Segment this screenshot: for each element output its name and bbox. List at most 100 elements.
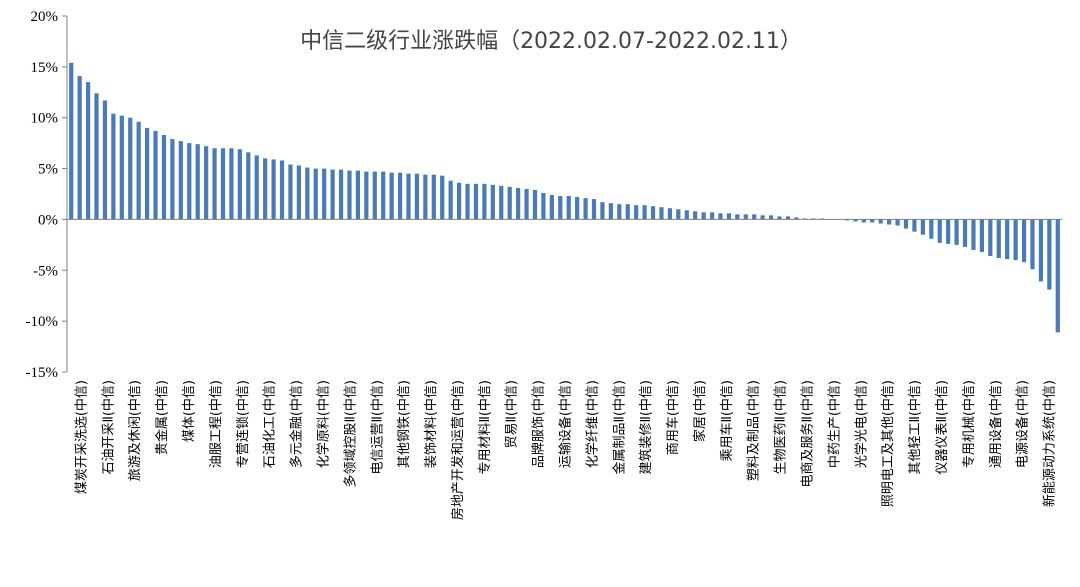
bar bbox=[887, 219, 892, 225]
bar bbox=[119, 115, 124, 220]
x-tick-label: 中药生产(中信) bbox=[827, 380, 842, 468]
bar bbox=[482, 183, 487, 220]
chart-title: 中信二级行业涨跌幅（2022.02.07-2022.02.11） bbox=[300, 29, 802, 54]
x-tick-label: 化学纤维(中信) bbox=[584, 380, 600, 468]
bar bbox=[364, 171, 369, 220]
bar bbox=[77, 76, 82, 220]
x-tick-label: 仪器仪表Ⅱ(中信) bbox=[935, 380, 950, 475]
bar bbox=[988, 219, 993, 257]
bar bbox=[600, 202, 605, 220]
x-tick-label: 房地产开发和运营(中信) bbox=[450, 380, 466, 520]
bar bbox=[819, 218, 824, 220]
bar bbox=[996, 219, 1001, 259]
x-tick-label: 旅游及休闲(中信) bbox=[128, 380, 143, 481]
x-tick-label: 运输设备(中信) bbox=[558, 380, 574, 468]
bar bbox=[490, 184, 495, 220]
x-tick-label: 多领域控股Ⅱ(中信) bbox=[342, 380, 358, 488]
bar bbox=[456, 182, 462, 220]
bar bbox=[153, 130, 158, 220]
x-tick-label: 石油化工(中信) bbox=[263, 380, 278, 468]
bar bbox=[903, 219, 909, 229]
x-tick-label: 贸易Ⅱ(中信) bbox=[505, 380, 520, 449]
x-axis-labels: 煤炭开采洗选(中信) 石油开采Ⅱ(中信) 旅游及休闲(中信) 贵金属(中信) 煤体(中信… bbox=[74, 380, 1057, 520]
bar bbox=[507, 186, 512, 220]
x-tick-label: 贵金属(中信) bbox=[154, 380, 170, 455]
bar bbox=[465, 183, 470, 220]
bar bbox=[583, 198, 588, 220]
bar bbox=[94, 93, 99, 220]
bar-series bbox=[69, 62, 1060, 333]
bar bbox=[962, 219, 968, 247]
x-tick-label: 金属制品Ⅱ(中信) bbox=[611, 380, 627, 475]
bar bbox=[777, 216, 782, 220]
bar bbox=[634, 205, 639, 220]
bar bbox=[861, 219, 866, 223]
bar bbox=[1047, 219, 1052, 290]
bar bbox=[372, 171, 377, 220]
x-tick-label: 油服工程(中信) bbox=[209, 380, 224, 468]
bar bbox=[69, 62, 74, 220]
bar bbox=[844, 219, 850, 221]
bar bbox=[440, 175, 445, 220]
bar bbox=[355, 170, 361, 220]
bar bbox=[406, 173, 411, 220]
bar bbox=[870, 219, 875, 223]
bar bbox=[684, 210, 689, 220]
bar bbox=[853, 219, 858, 222]
y-tick-label: 20% bbox=[31, 9, 59, 25]
bar bbox=[566, 196, 571, 220]
bar bbox=[524, 188, 529, 220]
bar bbox=[743, 214, 748, 220]
bar bbox=[785, 216, 791, 220]
bar bbox=[313, 168, 318, 220]
bar bbox=[591, 199, 597, 220]
x-tick-label: 电源设备(中信) bbox=[1015, 380, 1031, 468]
bar bbox=[735, 214, 740, 220]
bar bbox=[136, 121, 141, 220]
bar bbox=[102, 100, 108, 220]
bar bbox=[330, 169, 335, 220]
bar bbox=[929, 219, 934, 239]
x-tick-label: 专用机械(中信) bbox=[962, 380, 977, 468]
x-tick-label: 生物医药Ⅱ(中信) bbox=[774, 380, 789, 475]
x-tick-label: 电信运营Ⅱ(中信) bbox=[370, 380, 385, 475]
bar bbox=[676, 209, 681, 220]
y-tick-label: 5% bbox=[38, 162, 58, 178]
bar bbox=[305, 167, 310, 220]
bar bbox=[659, 207, 664, 220]
bar bbox=[279, 160, 285, 220]
bar bbox=[532, 189, 538, 220]
bar bbox=[1021, 219, 1027, 263]
bar bbox=[431, 174, 436, 220]
bar bbox=[726, 213, 732, 220]
bar bbox=[296, 165, 301, 220]
bar bbox=[768, 215, 774, 220]
bar bbox=[878, 219, 883, 224]
bar bbox=[752, 214, 757, 220]
bar bbox=[187, 143, 192, 220]
bar bbox=[85, 82, 91, 220]
bar bbox=[397, 172, 403, 220]
bar bbox=[718, 213, 723, 220]
bar bbox=[794, 217, 799, 220]
bar bbox=[516, 187, 521, 220]
bar bbox=[946, 219, 951, 244]
bar bbox=[667, 208, 673, 220]
bar bbox=[144, 127, 150, 220]
bar bbox=[414, 173, 420, 220]
bar bbox=[608, 203, 613, 220]
bar bbox=[212, 148, 217, 220]
y-tick-label: -15% bbox=[26, 365, 59, 381]
bar bbox=[575, 197, 580, 220]
bar bbox=[263, 158, 268, 220]
bar bbox=[389, 172, 394, 220]
bar bbox=[170, 139, 175, 220]
bar bbox=[347, 170, 352, 220]
x-tick-label: 石油开采Ⅱ(中信) bbox=[101, 380, 116, 475]
x-tick-label: 商用车(中信) bbox=[665, 380, 681, 455]
x-tick-label: 建筑装修Ⅱ(中信) bbox=[638, 380, 654, 475]
bar bbox=[642, 205, 647, 220]
bar bbox=[937, 219, 942, 243]
bar bbox=[617, 204, 622, 220]
